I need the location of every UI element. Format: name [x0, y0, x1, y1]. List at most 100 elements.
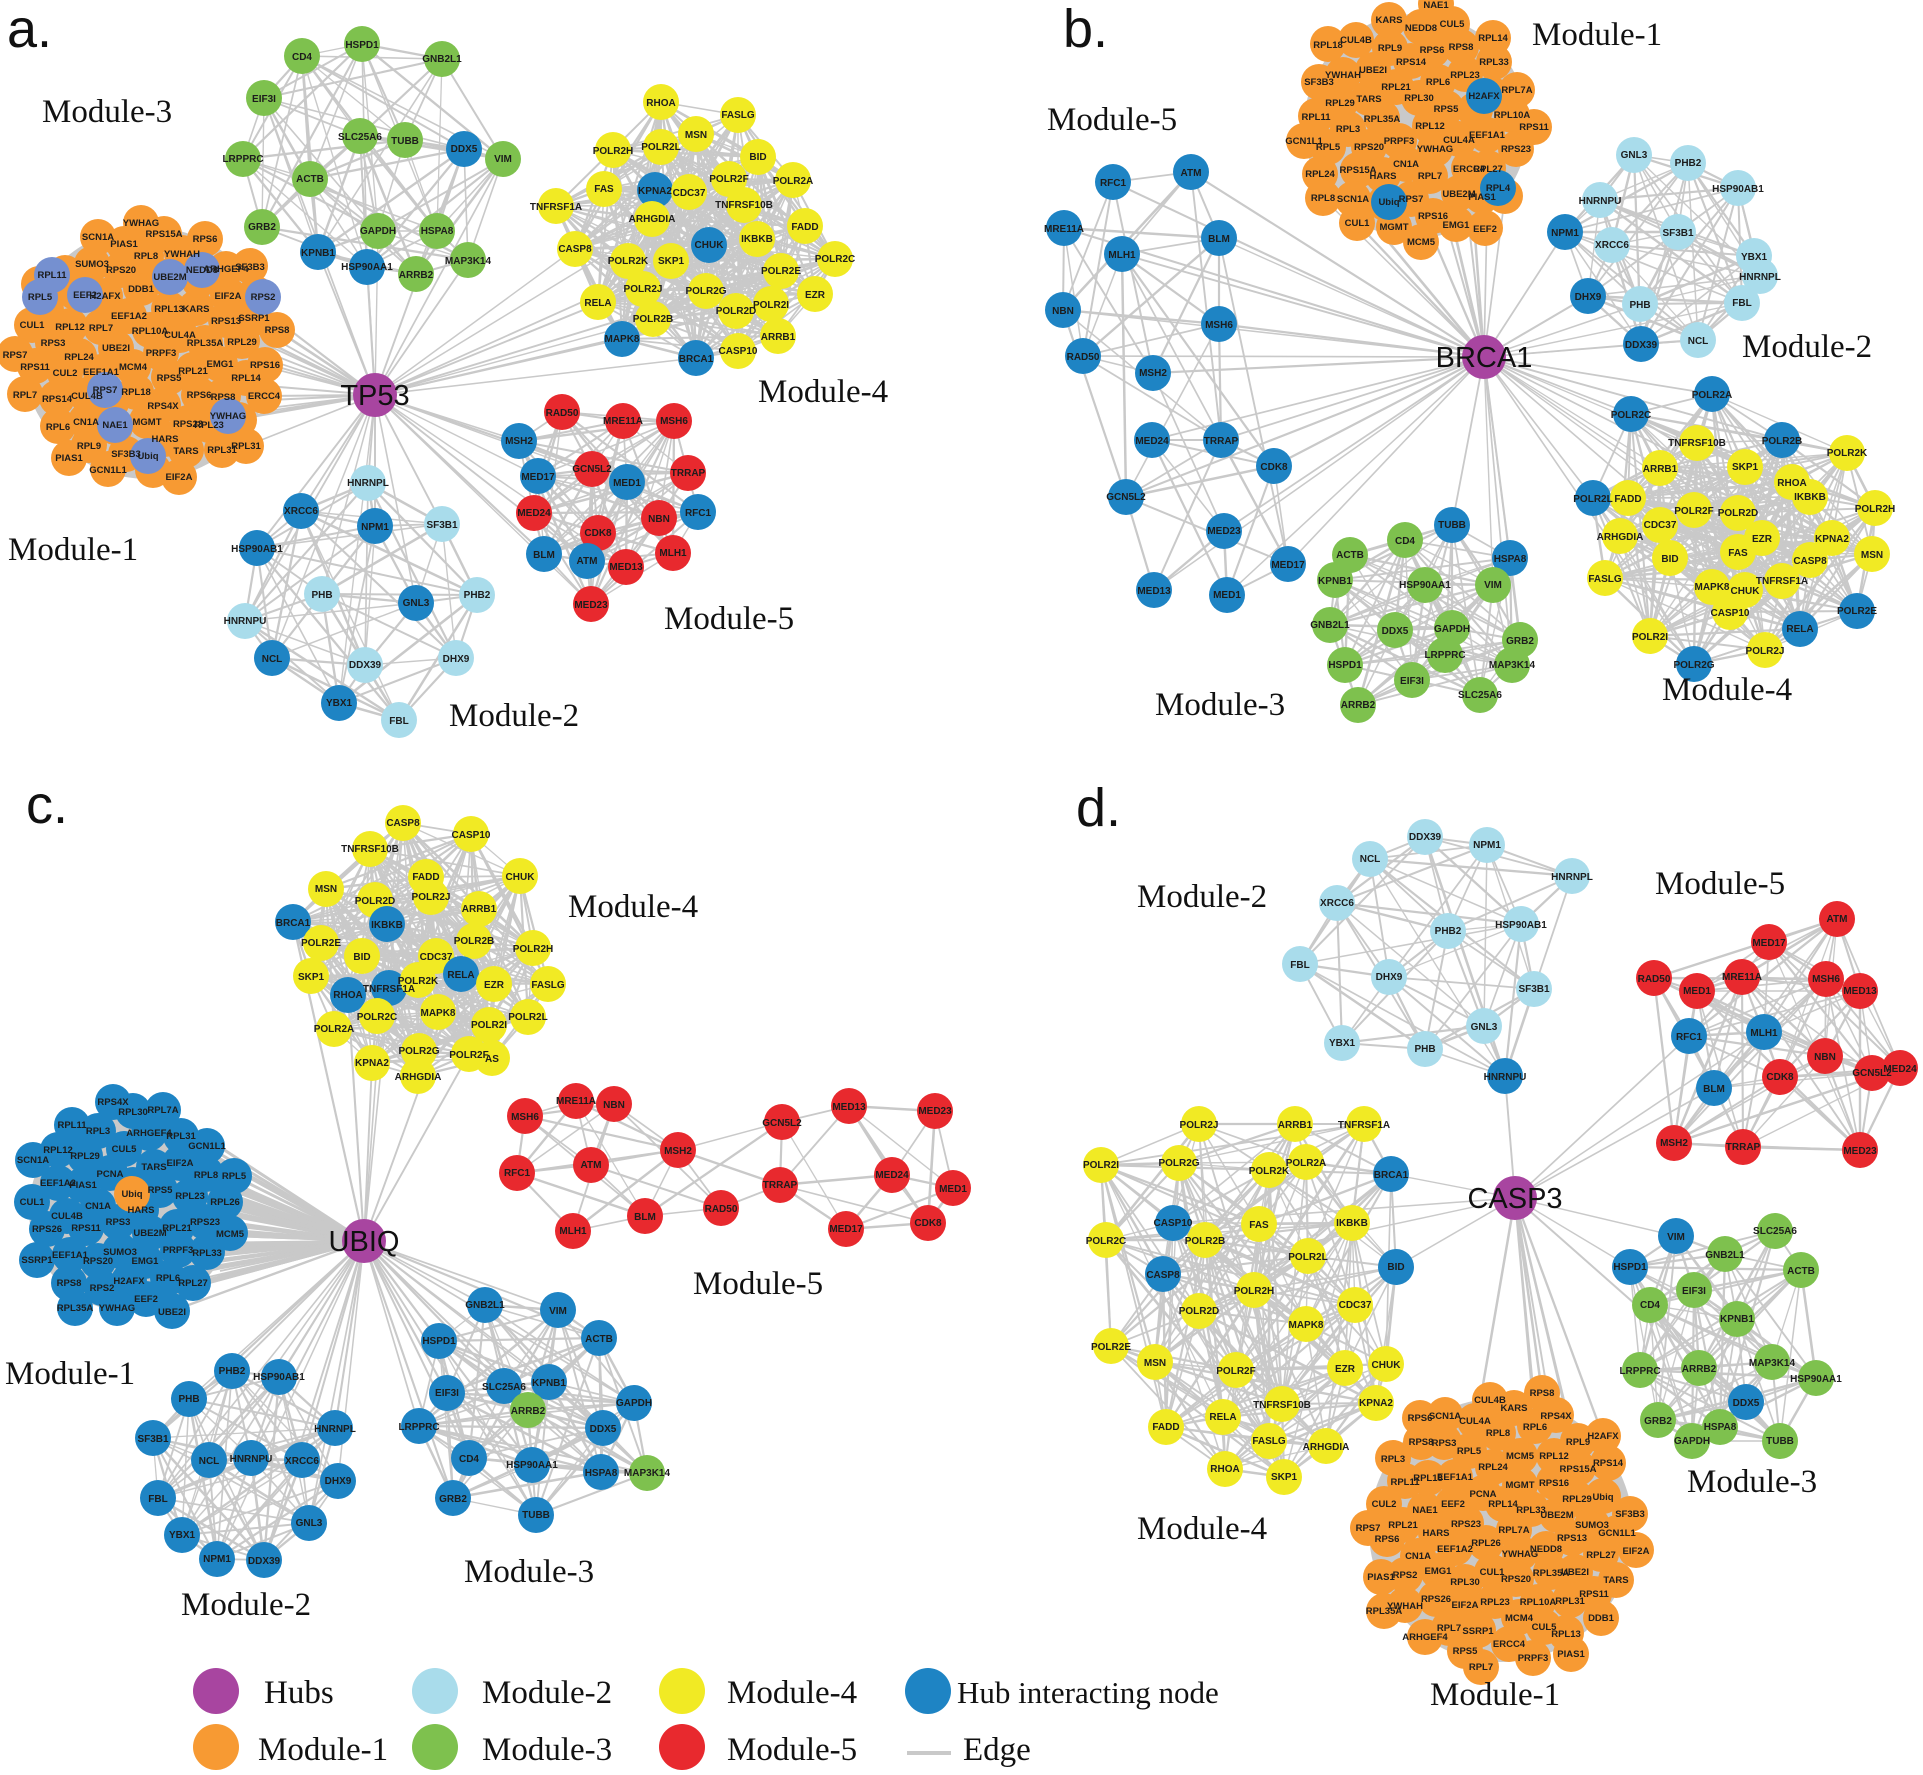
svg-text:HSPA8: HSPA8 — [585, 1468, 618, 1479]
svg-text:POLR2C: POLR2C — [1611, 410, 1652, 421]
svg-text:KPNB1: KPNB1 — [1720, 1314, 1754, 1325]
svg-text:RPL14: RPL14 — [1488, 1499, 1518, 1510]
svg-text:KPNA2: KPNA2 — [355, 1058, 389, 1069]
svg-text:Edge: Edge — [963, 1732, 1031, 1768]
svg-text:FASLG: FASLG — [531, 980, 565, 991]
svg-text:HNRNPL: HNRNPL — [314, 1424, 356, 1435]
svg-text:Ubiq: Ubiq — [137, 451, 158, 462]
svg-text:EEF2: EEF2 — [1473, 224, 1497, 235]
svg-text:RELA: RELA — [584, 298, 611, 309]
svg-text:CASP8: CASP8 — [1146, 1270, 1180, 1281]
svg-text:TRRAP: TRRAP — [1726, 1142, 1761, 1153]
svg-text:EIF3I: EIF3I — [1682, 1286, 1706, 1297]
svg-text:LRPPRC: LRPPRC — [1424, 650, 1465, 661]
svg-text:POLR2K: POLR2K — [1827, 448, 1868, 459]
svg-text:SCN1A: SCN1A — [1337, 194, 1369, 205]
svg-text:RPL11: RPL11 — [1390, 1477, 1420, 1488]
svg-text:RPS23: RPS23 — [1451, 1519, 1481, 1530]
svg-text:FADD: FADD — [791, 222, 818, 233]
svg-text:RPS8: RPS8 — [1449, 42, 1474, 53]
svg-text:MAPK8: MAPK8 — [1288, 1320, 1323, 1331]
svg-text:SKP1: SKP1 — [1271, 1472, 1298, 1483]
svg-text:RPL23: RPL23 — [1450, 70, 1480, 81]
svg-text:MAPK8: MAPK8 — [420, 1008, 455, 1019]
svg-text:BRCA1: BRCA1 — [679, 354, 714, 365]
svg-text:NEDD8: NEDD8 — [186, 265, 218, 276]
svg-text:RPL12: RPL12 — [55, 322, 85, 333]
svg-text:MSH6: MSH6 — [511, 1112, 539, 1123]
svg-text:MED23: MED23 — [1207, 526, 1241, 537]
svg-text:IKBKB: IKBKB — [1336, 1218, 1368, 1229]
svg-text:KARS: KARS — [1501, 1403, 1528, 1414]
svg-text:RPL35A: RPL35A — [187, 338, 224, 349]
svg-text:CD4: CD4 — [1395, 536, 1415, 547]
svg-text:POLR2L: POLR2L — [1573, 494, 1612, 505]
svg-text:POLR2C: POLR2C — [357, 1012, 398, 1023]
svg-text:PIAS1: PIAS1 — [55, 453, 83, 464]
svg-text:TNFRSF10B: TNFRSF10B — [715, 200, 773, 211]
svg-text:BLM: BLM — [1208, 234, 1230, 245]
svg-text:RPL26: RPL26 — [210, 1197, 240, 1208]
svg-text:TNFRSF10B: TNFRSF10B — [1253, 1400, 1311, 1411]
svg-text:MRE11A: MRE11A — [556, 1096, 596, 1107]
svg-text:HSP90AA1: HSP90AA1 — [506, 1460, 558, 1471]
svg-text:PRPF3: PRPF3 — [1518, 1653, 1549, 1664]
svg-text:RPS5: RPS5 — [1434, 104, 1460, 115]
svg-text:RPS26: RPS26 — [32, 1224, 62, 1235]
svg-text:PIAS1: PIAS1 — [69, 1180, 97, 1191]
svg-text:RAD50: RAD50 — [1638, 974, 1671, 985]
svg-text:LRPPRC: LRPPRC — [1619, 1366, 1660, 1377]
svg-text:ARRB2: ARRB2 — [511, 1406, 546, 1417]
svg-text:Module-1: Module-1 — [1532, 17, 1662, 53]
svg-text:SF3B1: SF3B1 — [1518, 984, 1550, 995]
svg-text:FBL: FBL — [389, 716, 408, 727]
svg-text:POLR2D: POLR2D — [1179, 1306, 1220, 1317]
svg-text:HSP90AA1: HSP90AA1 — [1790, 1374, 1842, 1385]
svg-text:UBE2M: UBE2M — [153, 272, 186, 283]
svg-text:CUL1: CUL1 — [1480, 1567, 1506, 1578]
svg-text:MED13: MED13 — [609, 562, 643, 573]
svg-text:RPS7: RPS7 — [1356, 1523, 1381, 1534]
svg-text:NAE1: NAE1 — [1423, 0, 1449, 11]
svg-text:ACTB: ACTB — [1336, 550, 1364, 561]
svg-text:NCL: NCL — [1360, 854, 1381, 865]
svg-text:NAE1: NAE1 — [1412, 1505, 1438, 1516]
svg-text:HSPD1: HSPD1 — [422, 1336, 456, 1347]
svg-text:NCL: NCL — [1688, 336, 1709, 347]
svg-text:POLR2L: POLR2L — [1288, 1252, 1327, 1263]
svg-text:GNL3: GNL3 — [403, 598, 430, 609]
svg-text:TNFRSF10B: TNFRSF10B — [1668, 438, 1726, 449]
svg-text:MAP3K14: MAP3K14 — [445, 256, 492, 267]
svg-text:Module-4: Module-4 — [1662, 672, 1792, 708]
svg-text:POLR2K: POLR2K — [1249, 1166, 1290, 1177]
svg-text:RPL6: RPL6 — [1523, 1422, 1547, 1433]
svg-text:RHOA: RHOA — [646, 98, 675, 109]
svg-text:DDX5: DDX5 — [1382, 626, 1409, 637]
svg-text:RPL27: RPL27 — [178, 1278, 208, 1289]
svg-text:HSPD1: HSPD1 — [345, 40, 379, 51]
svg-text:EMG1: EMG1 — [1443, 220, 1471, 231]
svg-text:HSPD1: HSPD1 — [1613, 1262, 1647, 1273]
svg-text:RPL7: RPL7 — [89, 323, 113, 334]
svg-text:MED17: MED17 — [1752, 938, 1786, 949]
svg-text:RPL8: RPL8 — [1311, 193, 1335, 204]
svg-text:EIF2A: EIF2A — [166, 472, 193, 483]
svg-text:RPS4X: RPS4X — [97, 1097, 129, 1108]
svg-text:ACTB: ACTB — [585, 1334, 613, 1345]
svg-text:RPS20: RPS20 — [1501, 1574, 1531, 1585]
svg-text:RPS4X: RPS4X — [1540, 1411, 1572, 1422]
svg-text:CUL4A: CUL4A — [1459, 1416, 1491, 1427]
svg-text:RFC1: RFC1 — [504, 1168, 531, 1179]
svg-text:POLR2H: POLR2H — [1234, 1286, 1275, 1297]
svg-text:DDX5: DDX5 — [451, 144, 478, 155]
svg-text:CASP8: CASP8 — [558, 244, 592, 255]
svg-text:TUBB: TUBB — [391, 136, 419, 147]
svg-text:FBL: FBL — [1290, 960, 1309, 971]
svg-text:MED24: MED24 — [1135, 436, 1169, 447]
svg-text:FADD: FADD — [412, 872, 439, 883]
svg-text:UBE2I: UBE2I — [1561, 1567, 1589, 1578]
svg-text:RPL27: RPL27 — [1586, 1550, 1616, 1561]
svg-text:CN1A: CN1A — [73, 417, 99, 428]
svg-text:DDB1: DDB1 — [128, 284, 155, 295]
svg-text:EMG1: EMG1 — [1425, 1566, 1453, 1577]
